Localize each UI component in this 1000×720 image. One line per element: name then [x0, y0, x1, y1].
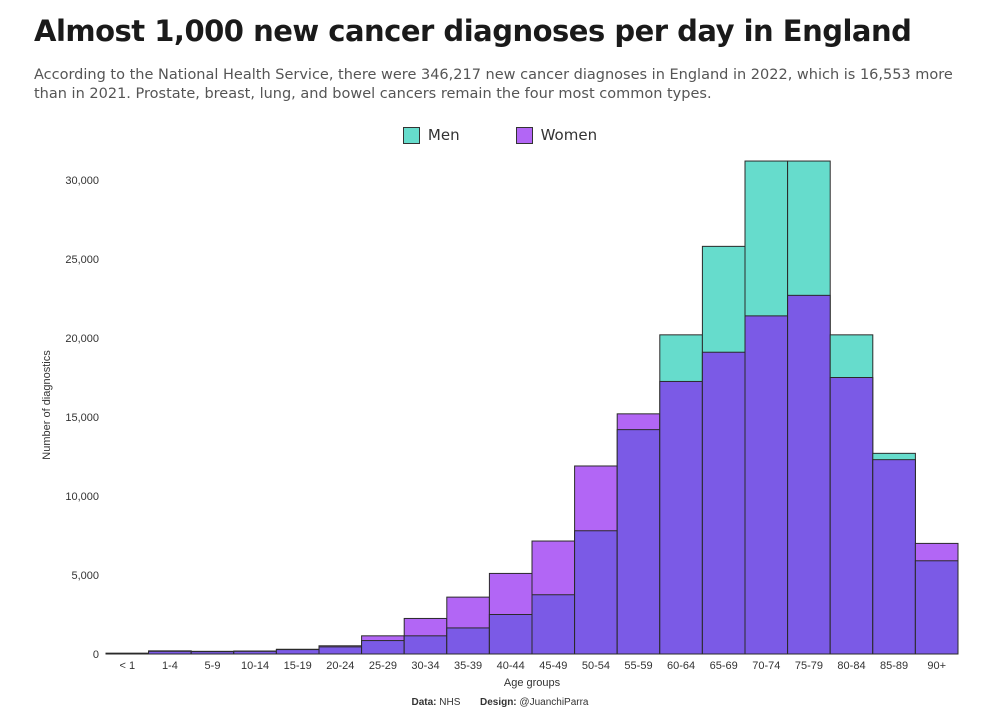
bar-women	[701, 351, 746, 655]
y-axis: 0 5,000 10,000 15,000 20,000 25,000 30,000	[65, 175, 99, 661]
x-tick-label: 65-69	[710, 660, 738, 672]
y-tick-label: 0	[93, 649, 99, 661]
bar-men	[914, 560, 959, 655]
bar-women	[659, 380, 703, 655]
y-tick-label: 15,000	[65, 412, 99, 424]
x-tick-label: 60-64	[667, 660, 695, 672]
caption-data-value: NHS	[439, 697, 461, 708]
x-tick-label: 25-29	[369, 660, 397, 672]
y-tick-label: 25,000	[65, 254, 99, 266]
x-tick-label: 5-9	[205, 660, 221, 672]
x-tick-label: 20-24	[326, 660, 354, 672]
bar-women	[105, 652, 150, 655]
legend-swatch-men	[402, 126, 420, 144]
x-tick-label: 15-19	[284, 660, 312, 672]
legend-label-women: Women	[540, 126, 598, 144]
legend-item-women: Women	[515, 126, 598, 144]
x-tick-label: 40-44	[497, 660, 525, 672]
x-tick-label: 80-84	[837, 660, 865, 672]
bar-men	[574, 530, 618, 655]
bar-women	[744, 315, 789, 655]
bar-men	[616, 429, 661, 655]
bar-women	[148, 650, 192, 655]
caption: Data: NHS Design: @JuanchiParra	[0, 697, 1000, 708]
caption-design-value: @JuanchiParra	[519, 697, 589, 708]
x-tick-label: < 1	[119, 660, 135, 672]
bar-men	[318, 646, 363, 655]
bars	[105, 160, 959, 655]
legend-item-men: Men	[402, 126, 460, 144]
bar-men	[361, 640, 405, 655]
x-axis-title: Age groups	[504, 677, 561, 689]
bar-women	[233, 650, 277, 655]
x-tick-label: 85-89	[880, 660, 908, 672]
bar-men	[488, 614, 533, 655]
bar-women	[190, 651, 235, 655]
x-tick-label: 50-54	[582, 660, 610, 672]
bar-women	[787, 294, 831, 655]
x-tick-label: 45-49	[539, 660, 567, 672]
y-tick-label: 10,000	[65, 491, 99, 503]
x-tick-label: 10-14	[241, 660, 269, 672]
bar-women	[829, 377, 874, 655]
bar-men	[531, 594, 576, 655]
x-axis: < 1 1-4 5-9 10-14 15-19 20-24 25-29 30-34 35-39 4…	[119, 660, 946, 672]
y-tick-label: 30,000	[65, 175, 99, 187]
x-tick-label: 35-39	[454, 660, 482, 672]
bar-men	[275, 649, 320, 655]
legend-label-men: Men	[427, 126, 460, 144]
legend-swatch-women	[515, 126, 533, 144]
x-tick-label: 75-79	[795, 660, 823, 672]
y-tick-label: 20,000	[65, 333, 99, 345]
x-tick-label: 70-74	[752, 660, 780, 672]
chart-title: Almost 1,000 new cancer diagnoses per da…	[34, 14, 912, 48]
x-tick-label: 55-59	[624, 660, 652, 672]
x-tick-label: 1-4	[162, 660, 178, 672]
x-tick-label: 30-34	[411, 660, 439, 672]
caption-data-label: Data:	[411, 697, 437, 708]
legend: Men Women	[0, 126, 1000, 144]
bar-men	[403, 635, 448, 655]
chart-subtitle: According to the National Health Service…	[34, 67, 953, 102]
y-tick-label: 5,000	[71, 570, 99, 582]
y-axis-title: Number of diagnostics	[41, 350, 53, 460]
caption-design-label: Design:	[479, 697, 517, 708]
x-tick-label: 90+	[927, 660, 946, 672]
bar-men	[446, 627, 490, 655]
bar-women	[872, 459, 916, 655]
